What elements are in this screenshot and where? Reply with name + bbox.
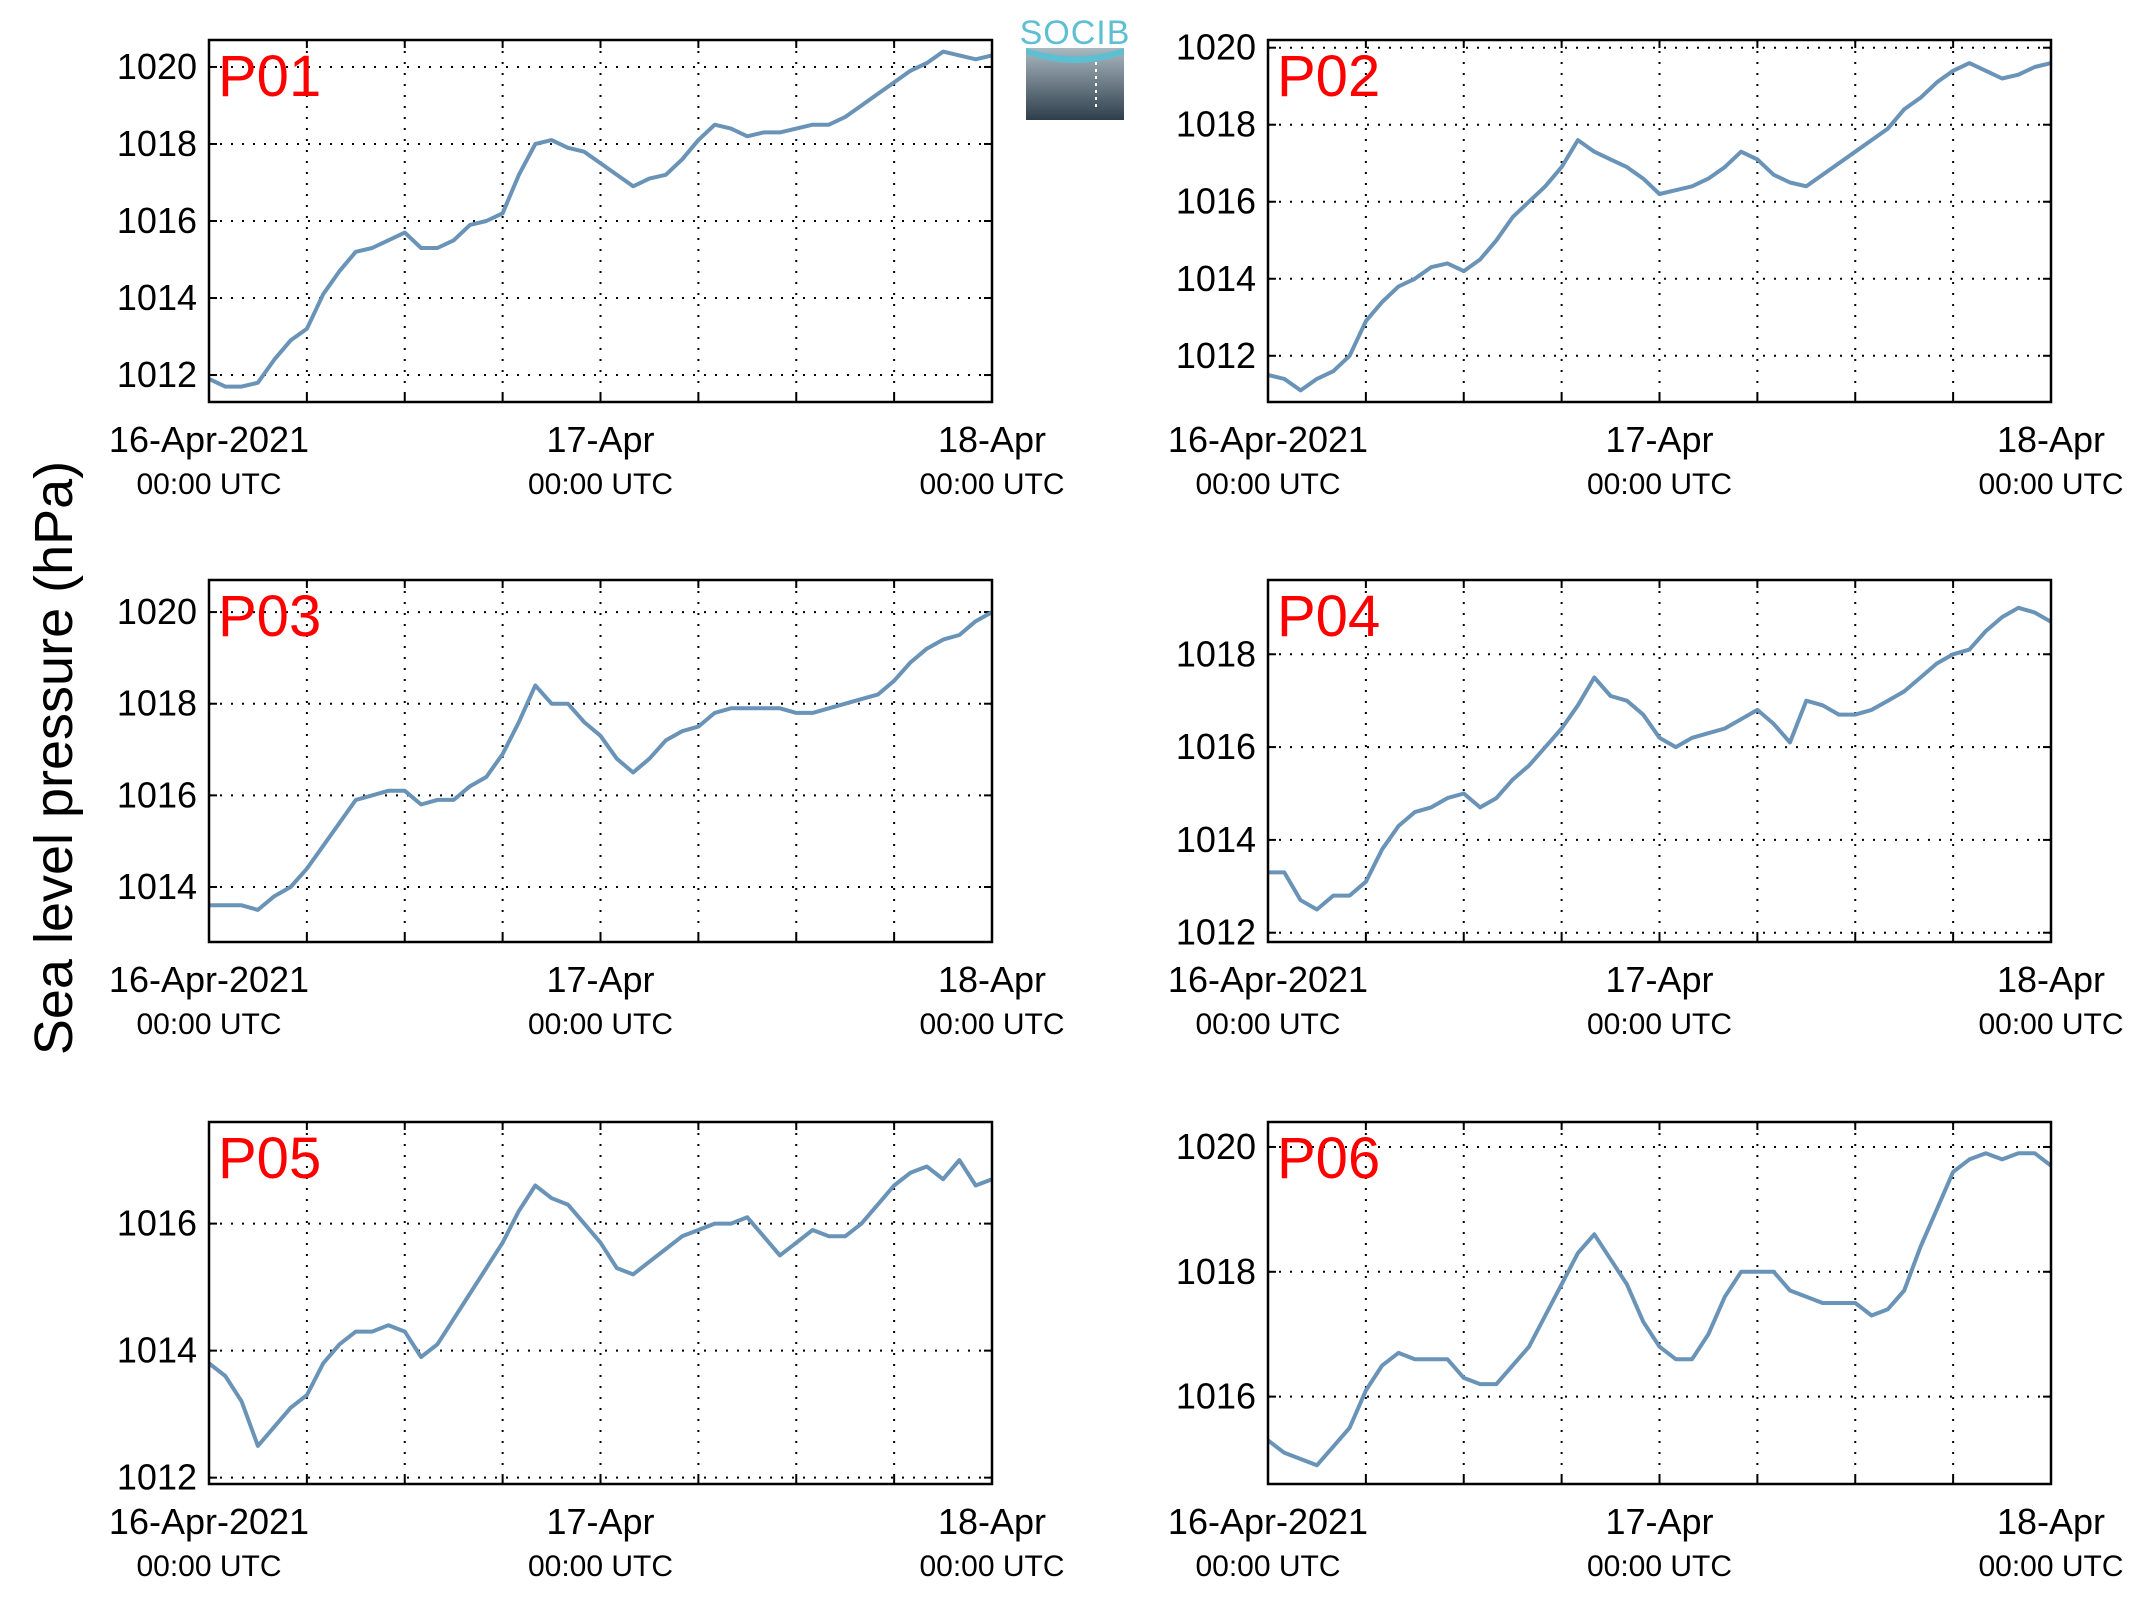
x-tick-label: 18-Apr (938, 1501, 1046, 1542)
series-line-p03 (209, 610, 993, 912)
panel-label: P05 (218, 1126, 321, 1191)
x-tick-label: 17-Apr (546, 1501, 654, 1542)
y-tick-label: 1020 (117, 46, 197, 87)
panel-p02: 1012 1014 1016 1018 1020 P02 16-Apr-2021 00:00 … (1168, 27, 2124, 501)
x-tick-label: 16-Apr-2021 (109, 419, 309, 460)
x-tick-label: 16-Apr-2021 (109, 1501, 309, 1542)
panel-p01: 1012 1014 1016 1018 1020 P01 16-Apr-2021 00:00 … (109, 38, 1065, 501)
x-tick-sublabel: 00:00 UTC (919, 1008, 1064, 1041)
panel-p05: 1012 1014 1016 P05 16-Apr-2021 00:00 UTC 17-Ap… (109, 1120, 1065, 1583)
y-tick-label: 1014 (1176, 819, 1256, 860)
x-tick-sublabel: 00:00 UTC (1587, 468, 1732, 501)
y-tick-label: 1016 (117, 1203, 197, 1244)
x-tick-label: 16-Apr-2021 (1168, 419, 1368, 460)
x-tick-sublabel: 00:00 UTC (1195, 1550, 1340, 1583)
x-tick-sublabel: 00:00 UTC (528, 1550, 673, 1583)
y-tick-label: 1020 (117, 591, 197, 632)
series-line-p06 (1266, 1151, 2053, 1468)
y-tick-label: 1012 (117, 354, 197, 395)
y-tick-label: 1018 (1176, 104, 1256, 145)
axes-frame (207, 38, 994, 404)
x-tick-label: 18-Apr (1997, 959, 2105, 1000)
series-line-p01 (208, 49, 993, 389)
axes-frame (207, 578, 994, 944)
logo-text: SOCIB (1020, 14, 1131, 52)
x-tick-label: 18-Apr (1997, 419, 2105, 460)
x-tick-sublabel: 00:00 UTC (136, 1550, 281, 1583)
x-tick-sublabel: 00:00 UTC (528, 468, 673, 501)
x-tick-label: 16-Apr-2021 (1168, 959, 1368, 1000)
y-tick-label: 1012 (1176, 335, 1256, 376)
x-tick-label: 17-Apr (546, 419, 654, 460)
y-tick-label: 1016 (1176, 181, 1256, 222)
series-line-p05 (207, 1158, 993, 1448)
x-tick-label: 17-Apr (546, 959, 654, 1000)
y-tick-label: 1014 (1176, 258, 1256, 299)
y-tick-label: 1014 (117, 866, 197, 907)
y-tick-label: 1020 (1176, 1126, 1256, 1167)
x-tick-label: 16-Apr-2021 (1168, 1501, 1368, 1542)
x-tick-label: 18-Apr (938, 959, 1046, 1000)
y-tick-label: 1018 (1176, 1251, 1256, 1292)
x-tick-sublabel: 00:00 UTC (1978, 1550, 2123, 1583)
y-tick-label: 1012 (1176, 912, 1256, 953)
axes-frame (207, 1120, 994, 1486)
x-tick-label: 17-Apr (1605, 959, 1713, 1000)
y-tick-label: 1016 (117, 774, 197, 815)
panel-label: P03 (218, 584, 321, 649)
x-tick-sublabel: 00:00 UTC (528, 1008, 673, 1041)
x-tick-sublabel: 00:00 UTC (1587, 1550, 1732, 1583)
y-tick-label: 1016 (1176, 1376, 1256, 1417)
x-tick-sublabel: 00:00 UTC (1978, 1008, 2123, 1041)
y-tick-label: 1016 (1176, 726, 1256, 767)
x-tick-label: 17-Apr (1605, 419, 1713, 460)
x-tick-sublabel: 00:00 UTC (1587, 1008, 1732, 1041)
axes-frame (1266, 578, 2053, 944)
series-line-p04 (1268, 605, 2052, 912)
x-tick-sublabel: 00:00 UTC (1195, 1008, 1340, 1041)
panel-label: P02 (1277, 44, 1380, 109)
x-tick-label: 17-Apr (1605, 1501, 1713, 1542)
y-tick-label: 1020 (1176, 27, 1256, 68)
y-tick-label: 1018 (117, 123, 197, 164)
y-tick-label: 1018 (1176, 633, 1256, 674)
x-tick-label: 16-Apr-2021 (109, 959, 309, 1000)
panel-p04: 1012 1014 1016 1018 P04 16-Apr-2021 00:00 UTC 1… (1168, 578, 2124, 1041)
y-tick-label: 1018 (117, 683, 197, 724)
y-tick-label: 1014 (117, 277, 197, 318)
x-tick-sublabel: 00:00 UTC (136, 1008, 281, 1041)
panel-p06: 1016 1018 1020 P06 16-Apr-2021 00:00 UTC 17-Ap… (1168, 1120, 2124, 1583)
x-tick-sublabel: 00:00 UTC (919, 1550, 1064, 1583)
x-tick-label: 18-Apr (1997, 1501, 2105, 1542)
y-tick-label: 1016 (117, 200, 197, 241)
x-tick-label: 18-Apr (938, 419, 1046, 460)
panel-label: P01 (218, 44, 321, 109)
x-tick-sublabel: 00:00 UTC (1978, 468, 2123, 501)
panel-label: P06 (1277, 1126, 1380, 1191)
x-tick-sublabel: 00:00 UTC (919, 468, 1064, 501)
series-line-p02 (1267, 61, 2052, 393)
x-tick-sublabel: 00:00 UTC (136, 468, 281, 501)
y-axis-label: Sea level pressure (hPa) (24, 461, 84, 1055)
axes-frame (1266, 38, 2053, 404)
x-tick-sublabel: 00:00 UTC (1195, 468, 1340, 501)
panel-p03: 1014 1016 1018 1020 P03 16-Apr-2021 00:00 UTC 1… (109, 578, 1065, 1041)
panel-label: P04 (1277, 584, 1380, 649)
axes-frame (1266, 1120, 2053, 1486)
y-tick-label: 1014 (117, 1330, 197, 1371)
y-tick-label: 1012 (117, 1457, 197, 1498)
socib-logo: SOCIB (1020, 14, 1131, 120)
